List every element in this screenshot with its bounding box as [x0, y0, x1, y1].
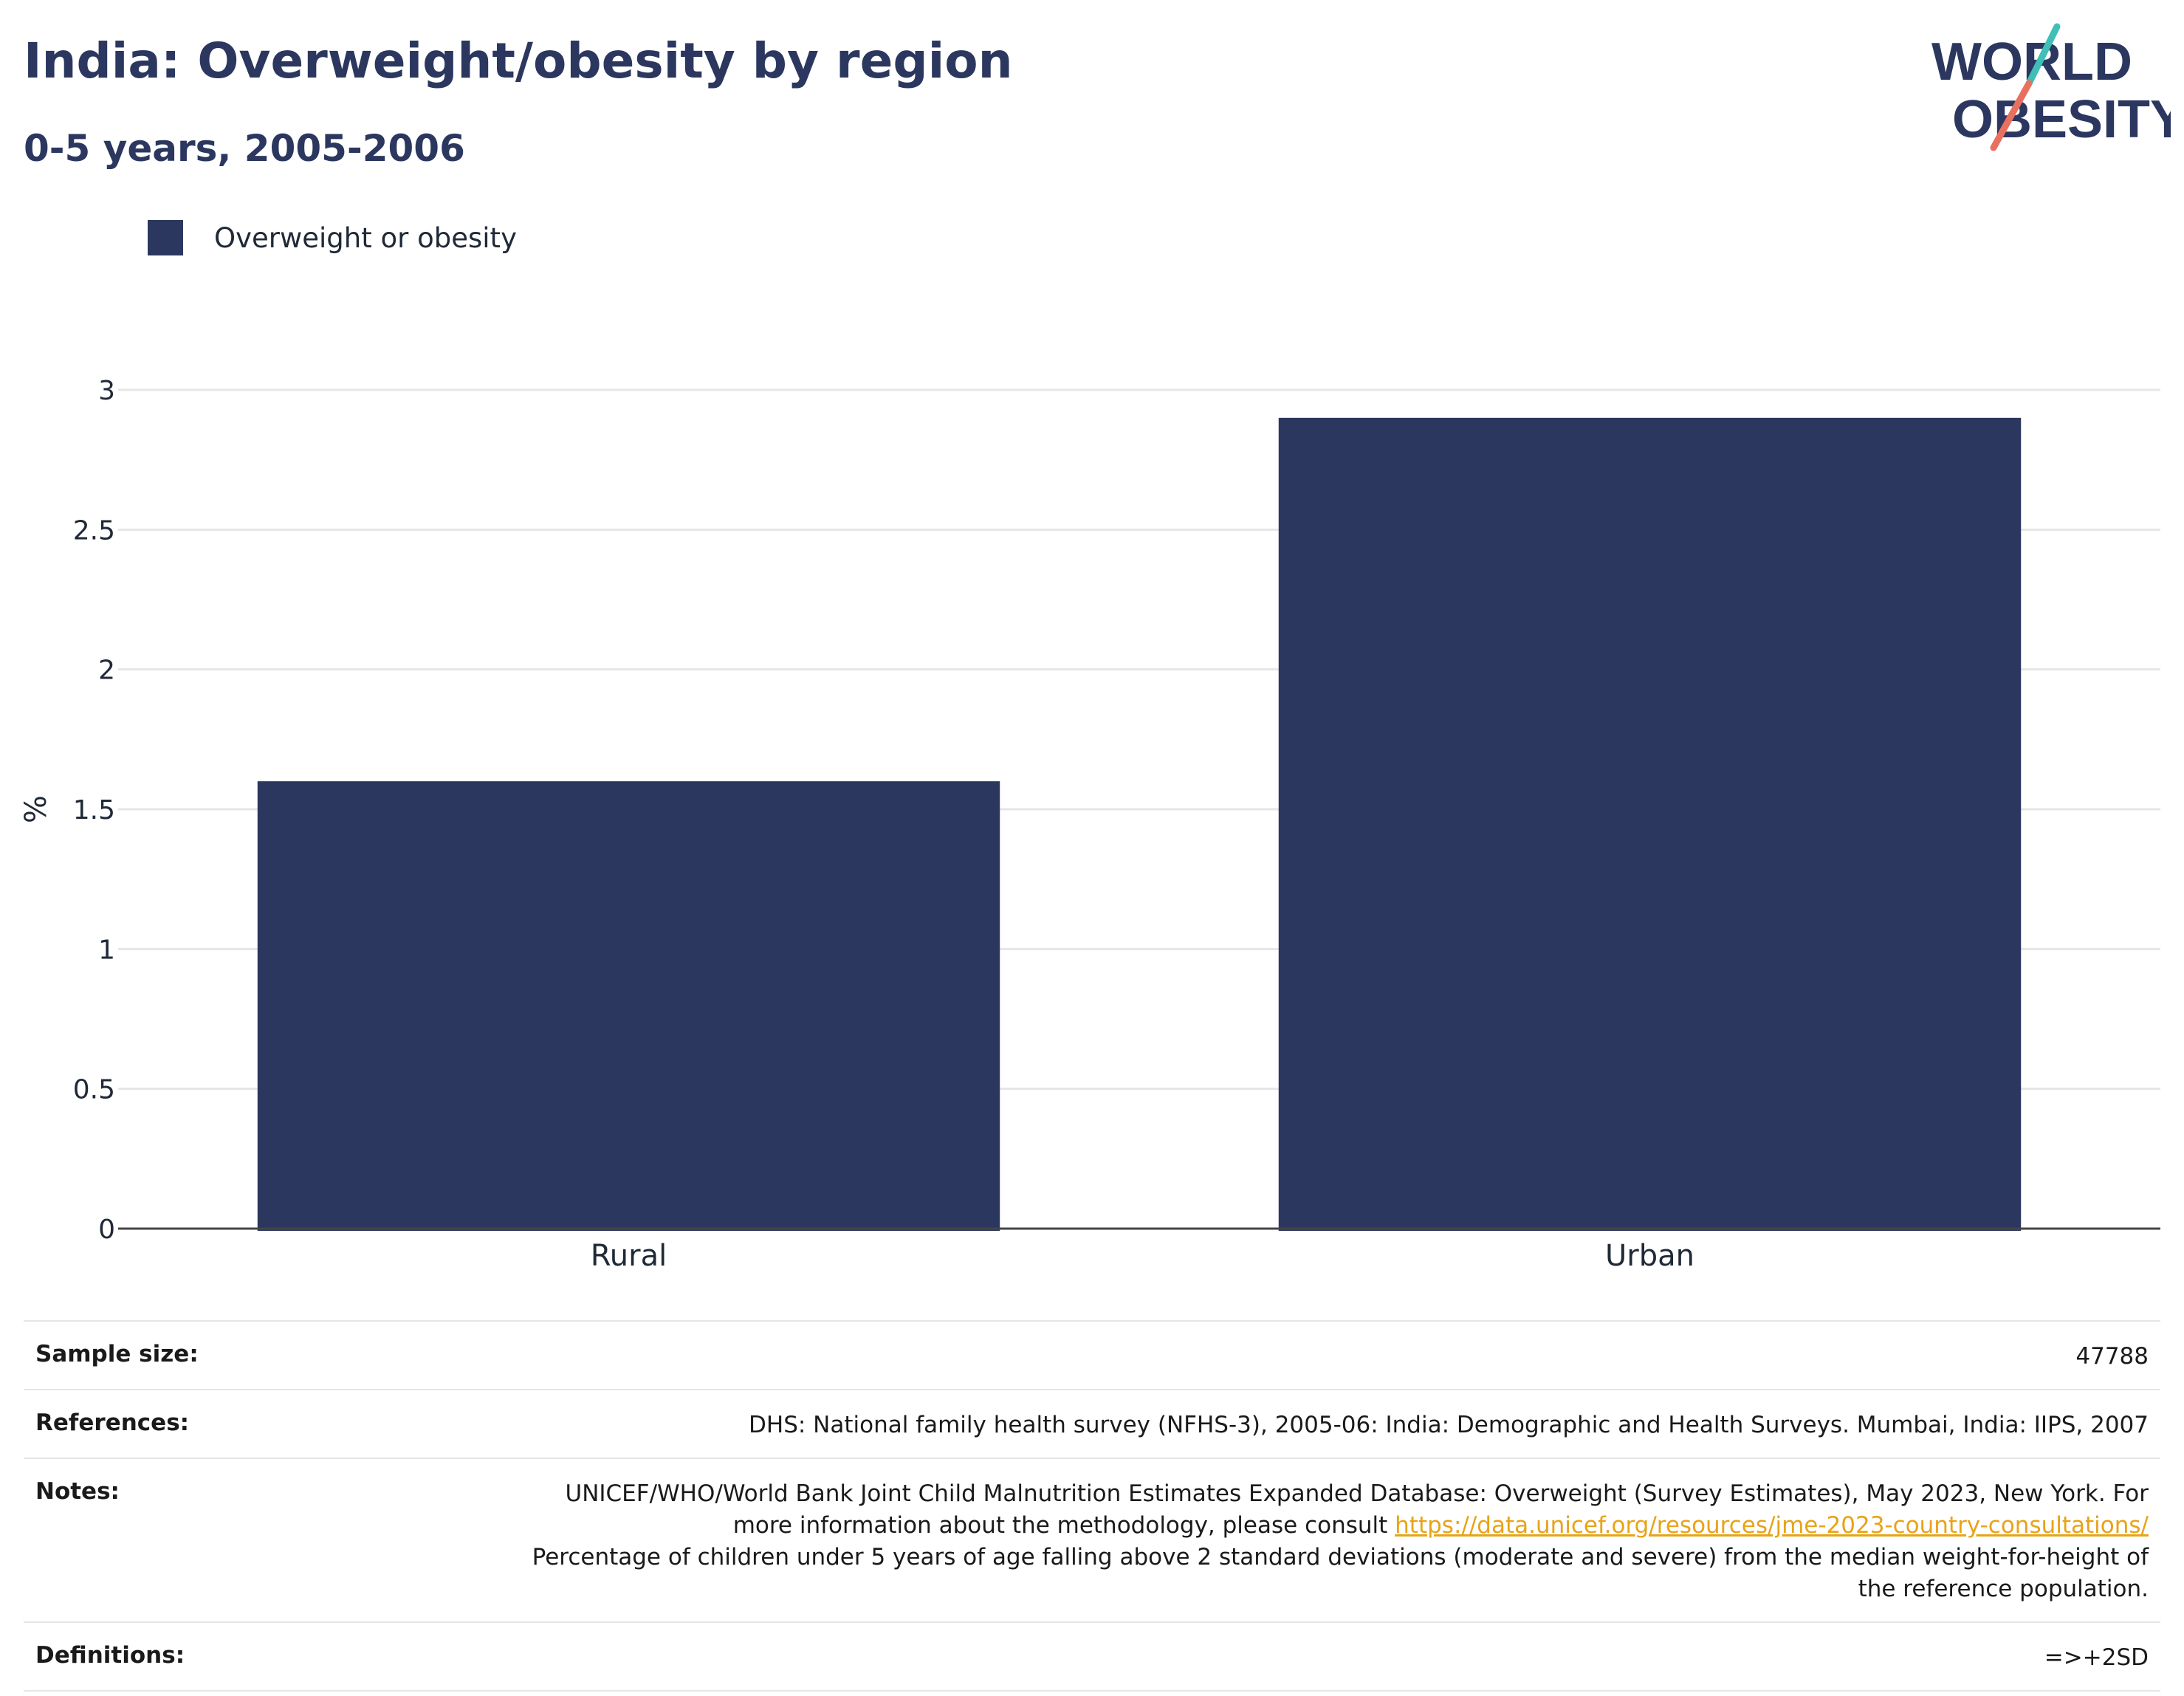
y-tick-label: 0.5	[73, 1075, 115, 1105]
legend-label: Overweight or obesity	[214, 222, 517, 254]
bar-rural	[257, 781, 1000, 1231]
definitions-row: Definitions: =>+2SD	[24, 1621, 2160, 1692]
notes-value: UNICEF/WHO/World Bank Joint Child Malnut…	[524, 1478, 2149, 1605]
definitions-value: =>+2SD	[2044, 1644, 2149, 1671]
world-obesity-logo: WORLD OBESITY	[1931, 23, 2171, 151]
sample-size-row: Sample size: 47788	[24, 1320, 2160, 1389]
legend-swatch	[148, 220, 183, 255]
y-tick-label: 3	[98, 376, 115, 406]
bar-chart: 0 0.5 1 1.5 2 2.5 3% Rural Urban	[19, 376, 2160, 1273]
notes-label: Notes:	[35, 1478, 120, 1505]
sample-size-value: 47788	[2075, 1343, 2149, 1370]
logo-text-obesity: OBESITY	[1952, 90, 2171, 149]
legend: Overweight or obesity	[148, 220, 517, 255]
references-label: References:	[35, 1410, 190, 1436]
chart-subtitle: 0-5 years, 2005-2006	[24, 127, 465, 170]
notes-definition-text: Percentage of children under 5 years of …	[532, 1544, 2149, 1602]
logo-slash-coral	[1990, 80, 2033, 151]
references-value: DHS: National family health survey (NFHS…	[749, 1412, 2149, 1438]
definitions-label: Definitions:	[35, 1642, 185, 1669]
sample-size-label: Sample size:	[35, 1341, 199, 1367]
y-tick-label: 2	[98, 656, 115, 686]
chart-title: India: Overweight/obesity by region	[24, 32, 1013, 89]
logo-slash-teal	[2025, 23, 2061, 87]
y-tick-label: 1.5	[73, 795, 115, 825]
y-tick-label: 1	[98, 935, 115, 965]
y-tick-label: 2.5	[73, 515, 115, 546]
chart-info-table: Sample size: 47788 References: DHS: Nati…	[24, 1320, 2160, 1692]
notes-text: UNICEF/WHO/World Bank Joint Child Malnut…	[565, 1480, 2149, 1539]
references-row: References: DHS: National family health …	[24, 1389, 2160, 1458]
bar-urban	[1278, 417, 2022, 1231]
notes-link[interactable]: https://data.unicef.org/resources/jme-20…	[1395, 1512, 2149, 1539]
x-tick-label: Urban	[1605, 1239, 1694, 1273]
y-tick-label: 0	[98, 1215, 115, 1245]
x-tick-label: Rural	[591, 1239, 667, 1273]
y-axis-label: %	[19, 795, 53, 823]
notes-row: Notes: UNICEF/WHO/World Bank Joint Child…	[24, 1458, 2160, 1621]
